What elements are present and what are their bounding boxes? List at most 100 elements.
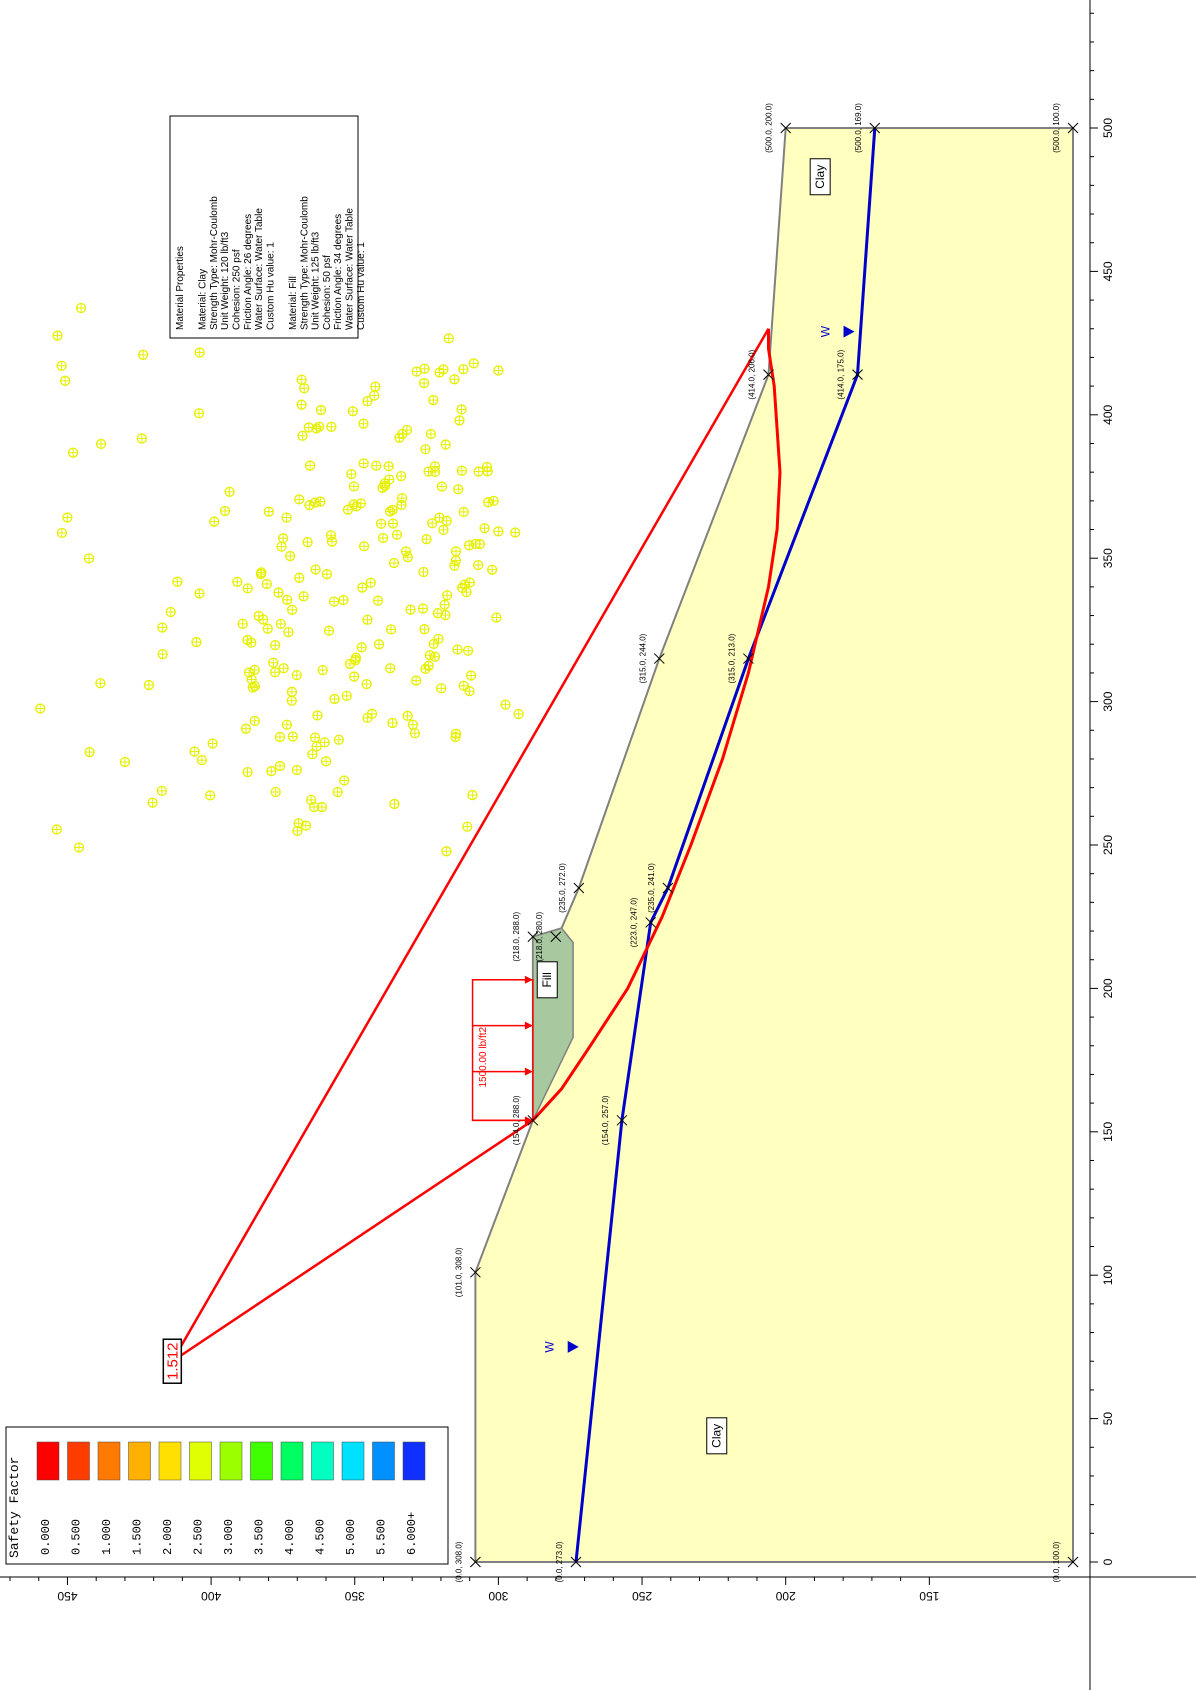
vertex-label: (101.0, 308.0) — [454, 1247, 463, 1297]
vertex-marker — [653, 653, 665, 664]
x-tick-label: 400 — [1101, 404, 1115, 424]
legend-label: 2.500 — [192, 1519, 206, 1555]
vertex-marker — [527, 1114, 539, 1126]
material-property-line: Material: Fill — [288, 276, 299, 330]
material-property-line: Cohesion: 50 psf — [322, 255, 333, 330]
legend-label: 5.500 — [375, 1519, 389, 1555]
material-property-line: Water Surface: Water Table — [254, 208, 265, 330]
load-label: 1500.00 lb/ft2 — [478, 1026, 489, 1087]
material-label-fill: Fill — [540, 972, 554, 987]
critical-slip-surface — [531, 328, 782, 1122]
legend-swatch — [158, 1441, 182, 1481]
water-table-marker-icon — [843, 325, 855, 338]
y-tick-label: 400 — [201, 1589, 221, 1603]
x-tick-label: 100 — [1101, 1265, 1115, 1285]
legend-swatch — [97, 1441, 121, 1481]
material-properties-box: Material Properties Material: Clay Strengt… — [169, 115, 367, 339]
vertex-marker — [780, 122, 792, 134]
vertex-label: (414.0, 206.0) — [747, 349, 756, 399]
load-arrowhead-icon — [524, 975, 533, 984]
x-tick-label: 0 — [1101, 1558, 1115, 1565]
vertex-marker — [662, 882, 674, 894]
material-property-line: Water Surface: Water Table — [345, 208, 356, 330]
vertex-marker — [550, 931, 562, 943]
min-safety-factor-label: 1.512 — [164, 1342, 181, 1380]
load-arrowhead-icon — [524, 1021, 533, 1030]
x-tick-label: 50 — [1101, 1412, 1115, 1426]
material-label-clay: Clay — [710, 1424, 724, 1448]
load-arrowhead-icon — [524, 1067, 533, 1076]
material-label-clay: Clay — [813, 165, 827, 189]
legend-label: 4.000 — [283, 1519, 297, 1555]
vertex-label: (235.0, 241.0) — [647, 863, 656, 913]
material-property-line: Friction Angle: 26 degrees — [243, 214, 254, 330]
legend-label: 1.500 — [131, 1519, 145, 1555]
slip-radius-line — [171, 328, 770, 1362]
clay-region — [474, 127, 1074, 1563]
legend-label: 1.000 — [100, 1519, 114, 1555]
vertex-label: (154.0, 288.0) — [512, 1095, 521, 1145]
vertex-marker — [645, 917, 657, 928]
material-property-line: Material: Clay — [198, 269, 209, 330]
material-label-clay-box — [706, 1417, 728, 1455]
water-table-marker-icon — [567, 1340, 579, 1353]
safety-factor-legend: Safety Factor 0.000 0.500 1.000 1.500 2.000 2.… — [5, 1426, 449, 1565]
vertex-marker — [570, 1556, 582, 1568]
material-property-line: Unit Weight: 125 lb/ft3 — [311, 231, 322, 330]
x-tick-label: 450 — [1101, 261, 1115, 281]
vertex-marker — [616, 1114, 628, 1126]
y-tick-label: 250 — [632, 1589, 652, 1603]
legend-title: Safety Factor — [7, 1457, 22, 1558]
x-tick-label: 350 — [1101, 548, 1115, 568]
slope-geometry: W W 1500.00 lb/ft2 1.512 Clay Clay Fill — [162, 127, 1074, 1563]
vertex-labels: (0.0, 308.0) (0.0, 273.0) (0.0, 100.0) (101… — [454, 103, 1079, 1582]
x-tick-label: 500 — [1101, 118, 1115, 138]
legend-swatch — [128, 1441, 151, 1481]
vertex-label: (0.0, 308.0) — [454, 1541, 463, 1582]
vertex-marker — [527, 931, 539, 943]
legend-label: 0.500 — [70, 1519, 84, 1555]
legend-swatch — [67, 1441, 90, 1481]
min-safety-factor-box — [162, 1338, 183, 1384]
material-property-line: Cohesion: 250 psf — [232, 249, 243, 330]
material-property-line: Friction Angle: 34 degrees — [333, 214, 344, 330]
properties-frame — [169, 115, 359, 339]
legend-swatch — [372, 1441, 395, 1481]
material-property-line: Custom Hu value: 1 — [356, 242, 367, 330]
vertex-label: (315.0, 213.0) — [727, 633, 736, 683]
legend-swatch — [311, 1441, 334, 1481]
vertex-label: (0.0, 273.0) — [555, 1541, 564, 1582]
vertex-label: (0.0, 100.0) — [1052, 1541, 1061, 1582]
vertex-label: (154.0, 257.0) — [601, 1095, 610, 1145]
load-arrowhead-icon — [524, 1116, 533, 1125]
legend-label: 0.000 — [39, 1519, 53, 1555]
vertex-label: (500.0, 169.0) — [854, 103, 863, 153]
vertex-marker — [869, 122, 881, 134]
legend-label: 3.000 — [222, 1519, 236, 1555]
y-tick-label: 350 — [344, 1589, 364, 1603]
legend-label: 3.500 — [253, 1519, 267, 1555]
vertex-label: (414.0, 175.0) — [837, 349, 846, 399]
water-label: W — [543, 1341, 557, 1353]
legend-swatch — [280, 1441, 304, 1481]
legend-label: 6.000+ — [405, 1512, 419, 1555]
legend-swatch — [250, 1441, 273, 1481]
legend-label: 2.000 — [161, 1519, 175, 1555]
vertex-marker — [470, 1556, 481, 1568]
vertex-label: (500.0, 200.0) — [765, 103, 774, 153]
x-tick-label: 200 — [1101, 978, 1115, 998]
vertex-marker — [852, 369, 863, 381]
legend-label: 5.000 — [344, 1519, 358, 1555]
vertex-marker — [1067, 1556, 1079, 1568]
vertex-marker — [573, 882, 585, 894]
legend-swatch — [219, 1441, 243, 1481]
water-label: W — [819, 325, 833, 337]
vertex-label: (235.0, 272.0) — [558, 863, 567, 913]
material-property-line: Strength Type: Mohr-Coulomb — [299, 196, 310, 330]
vertex-label: (218.0, 280.0) — [535, 912, 544, 962]
y-tick-label: 200 — [775, 1589, 795, 1603]
legend-swatch — [341, 1441, 365, 1481]
vertex-marker — [742, 653, 754, 664]
